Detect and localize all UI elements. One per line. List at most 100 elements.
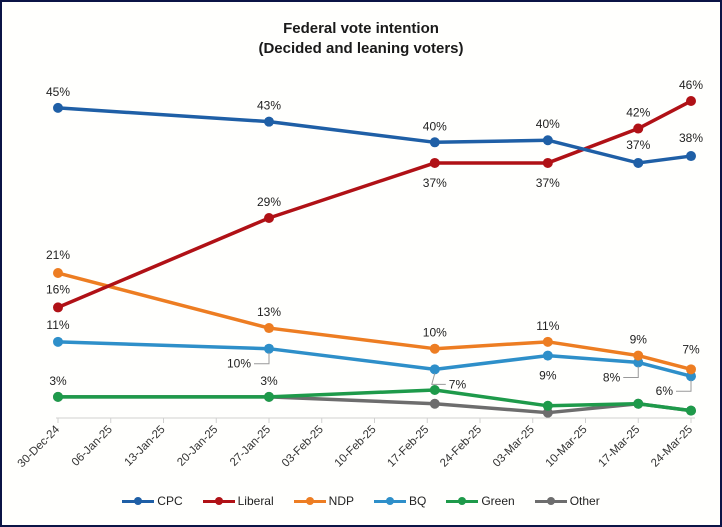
data-label-ndp: 21% <box>46 248 70 262</box>
data-point-liberal <box>53 302 63 313</box>
data-point-green <box>264 391 274 402</box>
data-point-ndp <box>264 323 274 334</box>
legend-label: Liberal <box>237 494 274 508</box>
data-label-liberal: 46% <box>679 78 703 92</box>
data-point-bq <box>429 364 440 375</box>
data-label-bq: 11% <box>46 318 69 332</box>
legend-swatch <box>534 496 567 505</box>
data-label-liberal: 16% <box>46 282 70 296</box>
legend-item-green: Green <box>446 494 515 508</box>
data-point-liberal <box>633 123 644 134</box>
data-label-bq: 9% <box>539 369 557 383</box>
legend-item-ndp: NDP <box>293 494 354 508</box>
x-tick-label: 06-Jan-25 <box>70 424 115 469</box>
data-label-liberal: 37% <box>423 176 447 190</box>
leader-line <box>676 380 692 392</box>
x-tick-label: 03-Feb-25 <box>280 424 326 470</box>
chart-legend: CPC Liberal NDP BQ Green Other <box>0 494 722 508</box>
data-label-cpc: 38% <box>679 131 703 145</box>
data-point-cpc <box>686 151 696 162</box>
x-tick-label: 03-Mar-25 <box>491 424 537 470</box>
series-line-bq <box>57 340 692 378</box>
data-point-bq <box>542 350 553 361</box>
data-label-ndp: 11% <box>536 319 559 333</box>
data-label-bq: 6% <box>656 384 674 398</box>
legend-label: NDP <box>328 494 354 508</box>
legend-label: CPC <box>157 494 183 508</box>
data-label-bq: 8% <box>603 370 621 384</box>
data-point-bq <box>53 336 63 347</box>
x-tick-label: 24-Feb-25 <box>438 424 484 470</box>
data-point-cpc <box>542 135 553 146</box>
data-label-cpc: 45% <box>46 85 70 99</box>
legend-swatch <box>122 496 155 505</box>
data-point-green <box>542 400 553 411</box>
data-label-ndp: 10% <box>423 326 447 340</box>
data-point-ndp <box>686 364 696 375</box>
data-point-cpc <box>633 157 644 168</box>
chart-subtitle: (Decided and leaning voters) <box>258 40 464 57</box>
legend-label: Green <box>481 494 515 508</box>
data-point-cpc <box>264 116 274 127</box>
series-line-ndp <box>57 271 692 372</box>
legend-item-bq: BQ <box>374 494 426 508</box>
data-label-liberal: 42% <box>626 106 650 120</box>
data-label-other: 3% <box>49 374 67 388</box>
data-label-bq: 7% <box>449 377 467 391</box>
x-tick-label: 30-Dec-24 <box>16 423 63 470</box>
legend-item-cpc: CPC <box>122 494 183 508</box>
data-label-liberal: 37% <box>536 176 560 190</box>
data-label-ndp: 7% <box>682 342 700 356</box>
legend-swatch <box>202 496 235 505</box>
data-point-cpc <box>429 137 440 148</box>
data-label-cpc: 37% <box>626 138 650 152</box>
legend-swatch <box>446 496 479 505</box>
legend-label: BQ <box>409 494 427 508</box>
data-point-green <box>633 398 644 409</box>
data-label-cpc: 43% <box>257 99 281 113</box>
data-point-bq <box>264 343 274 354</box>
data-point-cpc <box>53 102 63 113</box>
x-tick-label: 10-Mar-25 <box>544 424 590 470</box>
leader-line <box>623 366 639 378</box>
legend-swatch <box>374 496 406 505</box>
data-point-ndp <box>633 350 644 361</box>
x-tick-label: 17-Feb-25 <box>385 424 431 470</box>
x-tick-label: 17-Mar-25 <box>596 424 642 470</box>
data-point-bq <box>686 371 696 382</box>
data-label-other: 3% <box>260 374 278 388</box>
data-label-cpc: 40% <box>423 119 447 133</box>
data-point-other <box>542 407 553 418</box>
x-tick-label: 24-Mar-25 <box>649 424 695 470</box>
leader-line <box>431 373 446 385</box>
data-point-ndp <box>542 336 553 347</box>
x-tick-label: 20-Jan-25 <box>175 424 220 469</box>
legend-item-other: Other <box>534 494 600 508</box>
x-tick-label: 10-Feb-25 <box>333 424 379 470</box>
data-label-liberal: 29% <box>257 195 281 209</box>
data-label-ndp: 13% <box>257 305 281 319</box>
chart-title: Federal vote intention <box>283 20 439 37</box>
legend-label: Other <box>569 494 600 508</box>
data-label-ndp: 9% <box>630 333 648 347</box>
data-point-liberal <box>686 96 696 107</box>
data-point-liberal <box>542 157 553 168</box>
data-point-liberal <box>429 157 440 168</box>
data-point-green <box>53 391 63 402</box>
data-label-cpc: 40% <box>536 117 560 131</box>
legend-swatch <box>293 496 326 505</box>
data-point-green <box>686 405 696 416</box>
data-label-bq: 10% <box>227 357 251 371</box>
data-point-ndp <box>429 343 440 354</box>
series-line-green <box>58 388 692 413</box>
data-point-bq <box>633 357 644 368</box>
series-line-cpc <box>57 106 692 165</box>
data-point-other <box>429 398 440 409</box>
data-point-liberal <box>264 212 274 223</box>
legend-item-liberal: Liberal <box>202 494 274 508</box>
data-point-green <box>429 384 440 395</box>
data-point-ndp <box>53 268 63 279</box>
series-line-liberal <box>57 99 692 310</box>
